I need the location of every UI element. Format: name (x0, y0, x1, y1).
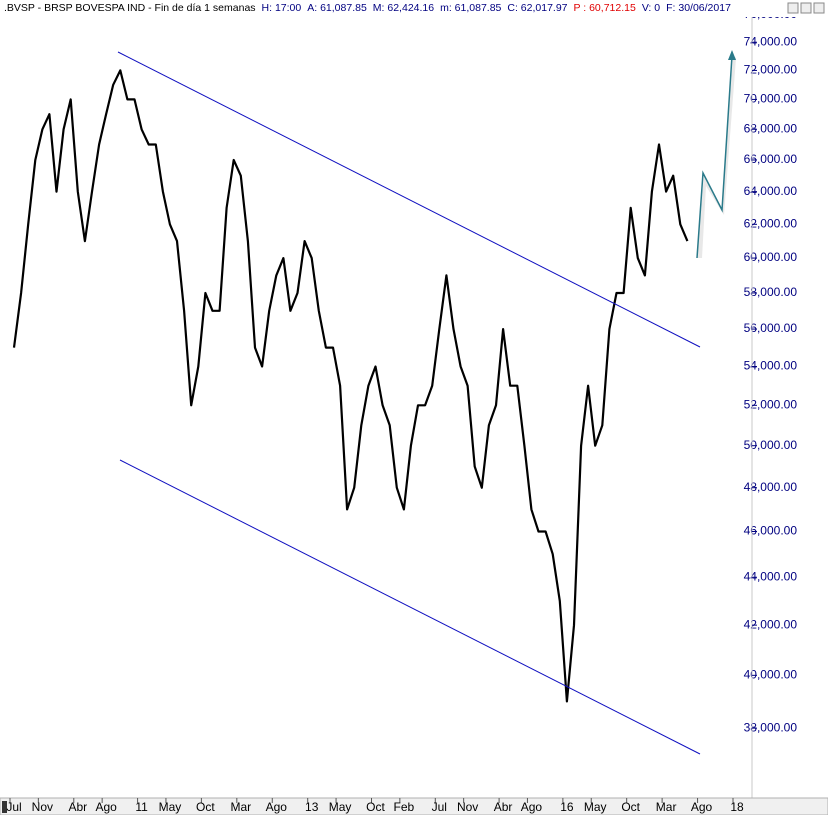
button-close[interactable] (813, 2, 825, 14)
header-field: P : 60,712.15 (574, 2, 636, 14)
x-tick-label: Ago (691, 800, 713, 814)
y-tick-label: 44,000.00 (744, 569, 798, 583)
x-tick-label: Oct (196, 800, 215, 814)
y-tick-label: 72,000.00 (744, 63, 798, 77)
header-text: .BVSP - BRSP BOVESPA IND - Fin de día 1 … (4, 2, 731, 14)
x-tick-label: Feb (394, 800, 415, 814)
trend-line-lower (119, 459, 701, 755)
projection-arrow (696, 55, 733, 259)
y-tick-label: 48,000.00 (744, 480, 798, 494)
x-tick-label: Mar (230, 800, 251, 814)
y-tick-label: 68,000.00 (744, 121, 798, 135)
x-tick-label: Abr (68, 800, 87, 814)
header-bar (0, 0, 828, 17)
y-tick-label: 70,000.00 (744, 92, 798, 106)
x-tick-label: Ago (266, 800, 288, 814)
price-line (12, 69, 689, 703)
y-tick-label: 58,000.00 (744, 285, 798, 299)
y-tick-label: 66,000.00 (744, 152, 798, 166)
button-maximize[interactable] (800, 2, 812, 14)
header-field: M: 62,424.16 (373, 2, 434, 14)
header-title: .BVSP - BRSP BOVESPA IND - Fin de día 1 … (4, 2, 256, 14)
y-tick-label: 46,000.00 (744, 524, 798, 538)
projection-shade (697, 55, 736, 258)
x-tick-label: 18 (730, 800, 744, 814)
trend-line-upper (117, 51, 701, 348)
x-tick-label: Nov (457, 800, 478, 814)
arrow-head (728, 50, 736, 60)
y-tick-label: 62,000.00 (744, 216, 798, 230)
x-tick-label: 16 (560, 800, 574, 814)
y-tick-label: 64,000.00 (744, 184, 798, 198)
header-field: V: 0 (642, 2, 660, 14)
x-tick-label: Mar (656, 800, 677, 814)
y-tick-label: 56,000.00 (744, 321, 798, 335)
x-axis-strip (0, 797, 828, 815)
x-tick-label: Jul (432, 800, 447, 814)
header-field: H: 17:00 (262, 2, 302, 14)
y-tick-label: 54,000.00 (744, 359, 798, 373)
x-tick-label: Jul (6, 800, 21, 814)
y-tick-label: 40,000.00 (744, 668, 798, 682)
y-tick-label: 38,000.00 (744, 720, 798, 734)
x-tick-label: Nov (32, 800, 53, 814)
plot-area: 38,000.00 40,000.00 42,000.00 44,000.00 46,0… (12, 7, 798, 734)
y-tick-label: 74,000.00 (744, 34, 798, 48)
y-tick-label: 42,000.00 (744, 617, 798, 631)
x-tick-label: May (159, 800, 182, 814)
x-tick-label: Ago (95, 800, 117, 814)
scroll-marker (2, 801, 7, 813)
x-tick-label: May (584, 800, 607, 814)
header-field: C: 62,017.97 (507, 2, 567, 14)
button-minimize[interactable] (787, 2, 799, 14)
y-tick-label: 52,000.00 (744, 398, 798, 412)
header-field: A: 61,087.85 (307, 2, 367, 14)
header-field: m: 61,087.85 (440, 2, 501, 14)
y-tick-label: 60,000.00 (744, 250, 798, 264)
x-tick-label: Abr (494, 800, 513, 814)
x-tick-label: Oct (621, 800, 640, 814)
header-field: F: 30/06/2017 (666, 2, 731, 14)
x-tick-label: 13 (305, 800, 319, 814)
x-tick-label: Oct (366, 800, 385, 814)
y-tick-label: 50,000.00 (744, 438, 798, 452)
x-tick-label: Ago (521, 800, 543, 814)
x-tick-label: 11 (135, 800, 148, 814)
x-tick-label: May (329, 800, 352, 814)
